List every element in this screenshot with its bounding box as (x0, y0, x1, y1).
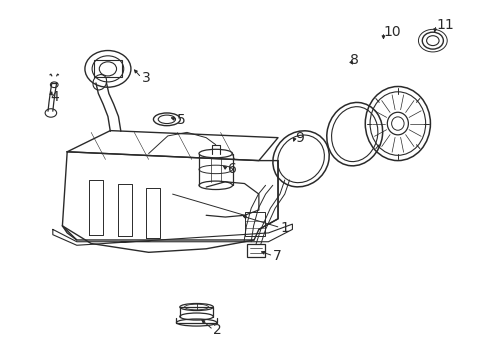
Text: 6: 6 (227, 162, 236, 176)
Text: 11: 11 (435, 18, 453, 32)
Text: 5: 5 (177, 113, 186, 127)
Bar (94, 60, 122, 77)
Text: 2: 2 (213, 323, 222, 337)
Bar (247, 244, 264, 257)
Text: 4: 4 (50, 90, 59, 104)
Text: 1: 1 (280, 221, 289, 235)
Text: 10: 10 (383, 25, 400, 39)
Text: 7: 7 (273, 249, 282, 263)
Bar (245, 212, 264, 237)
Text: 8: 8 (349, 53, 358, 67)
Text: 3: 3 (141, 71, 150, 85)
Text: 9: 9 (294, 131, 303, 145)
